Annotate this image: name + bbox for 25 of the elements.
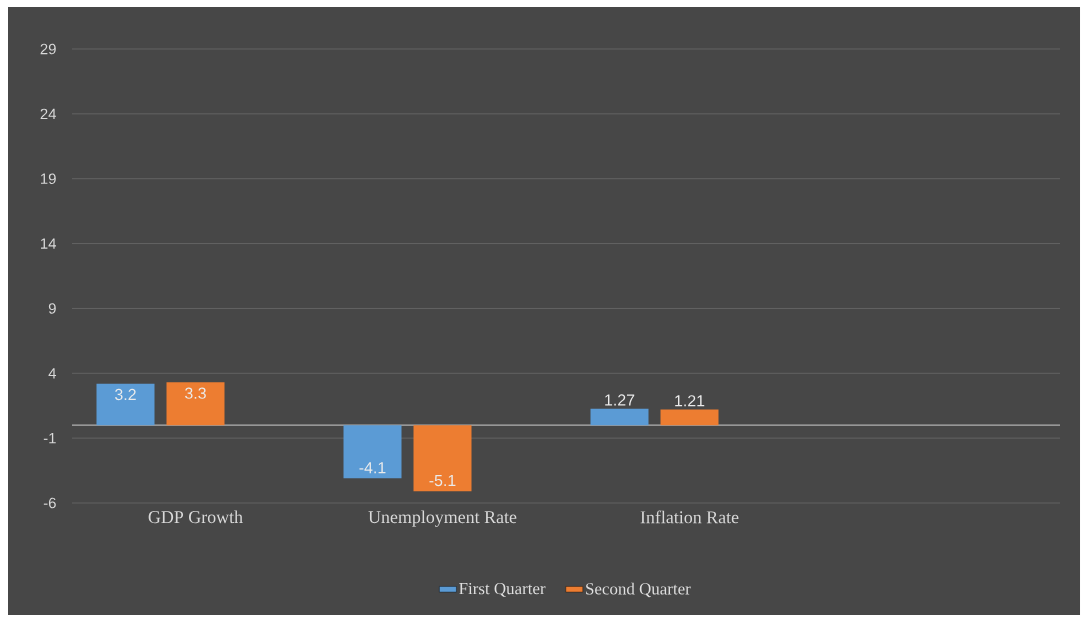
y-tick-label: 24 (40, 108, 57, 120)
y-tick-label: 19 (41, 173, 56, 184)
y-tick-label: -1 (43, 433, 56, 444)
data-label: 3.3 (185, 387, 206, 399)
x-tick-label: GDP Growth (148, 510, 243, 524)
data-label: 1.21 (675, 395, 705, 407)
y-tick-label: 14 (41, 238, 57, 249)
legend-label: Second Quarter (586, 582, 691, 598)
data-label: 1.27 (605, 394, 635, 406)
y-tick-label: 29 (40, 43, 56, 55)
bar (413, 425, 472, 492)
y-tick-label: -6 (43, 497, 56, 509)
bar (166, 382, 225, 426)
bar (343, 425, 402, 479)
data-label: 3.2 (115, 388, 136, 401)
y-tick-label: 9 (48, 303, 56, 314)
bar (590, 408, 649, 426)
x-tick-label: Unemployment Rate (368, 510, 517, 527)
bar (660, 409, 719, 426)
y-tick-label: 4 (48, 368, 57, 379)
data-label: -5.1 (429, 475, 456, 487)
legend-label: First Quarter (459, 582, 546, 597)
x-tick-label: Inflation Rate (640, 510, 739, 524)
data-label: -4.1 (359, 462, 386, 474)
bar (96, 383, 155, 426)
